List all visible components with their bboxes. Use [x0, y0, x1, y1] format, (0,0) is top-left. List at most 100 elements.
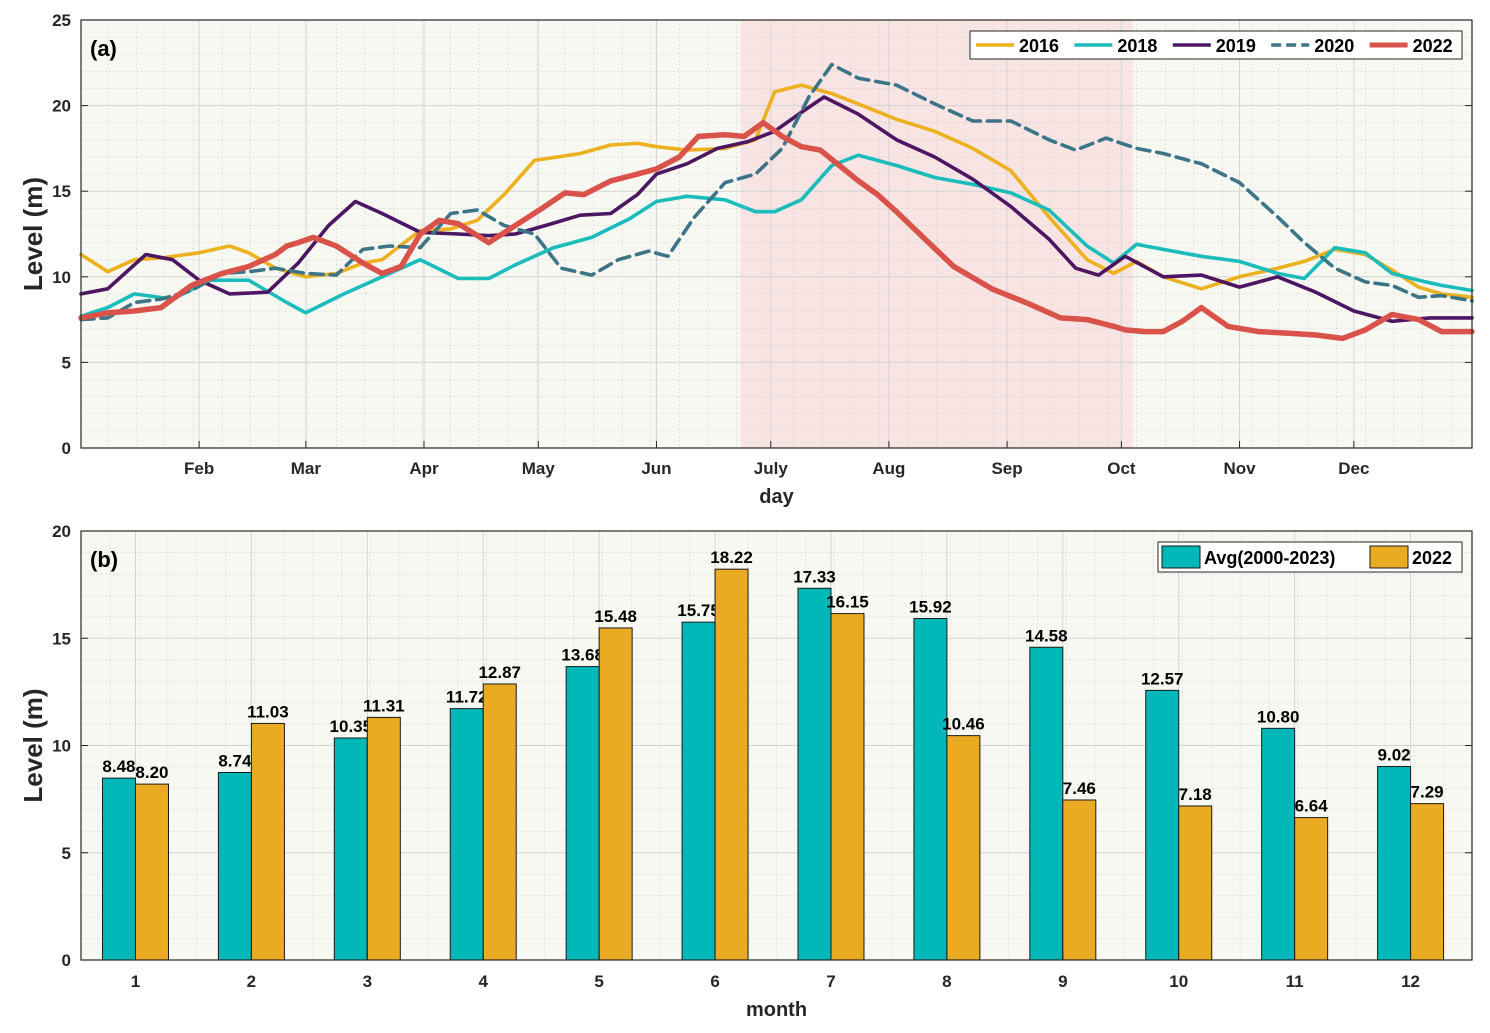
x-tick-label: Oct: [1107, 459, 1136, 478]
bar-label-2022-month-2: 11.03: [247, 702, 289, 721]
bar-label-avg-month-10: 12.57: [1141, 669, 1184, 688]
bar-chart-panel: 8.48 8.7410.3511.7213.6815.7517.3315.9214…: [18, 522, 1473, 1021]
x-tick-label: 8: [942, 972, 951, 991]
bar-2022-month-8: [946, 735, 981, 961]
x-axis-label: month: [746, 999, 807, 1021]
bar-2022-month-2: [250, 722, 285, 961]
axes-frame: [80, 19, 1473, 449]
x-axis-label: day: [759, 486, 794, 508]
bar-label-2022-month-11: 6.64: [1295, 797, 1329, 816]
y-tick-label: 25: [52, 11, 71, 30]
legend-swatch-2022: [1369, 545, 1409, 569]
bar-label-2022-month-8: 10.46: [942, 715, 985, 734]
bar-avg-month-6: [681, 621, 716, 961]
legend-label-avg: Avg(2000-2023): [1204, 548, 1335, 568]
bar-label-avg-month-1: 8.48: [102, 757, 135, 776]
bar-label-2022-month-3: 11.31: [363, 696, 405, 715]
x-tick-label: 3: [363, 972, 372, 991]
y-tick-label: 5: [62, 844, 71, 863]
bar-avg-month-9: [1029, 646, 1064, 961]
bar-avg-month-4: [449, 708, 484, 961]
x-tick-label: Sep: [991, 459, 1022, 478]
bar-avg-month-7: [797, 587, 832, 961]
bar-label-avg-month-5: 13.68: [561, 646, 604, 665]
x-tick-label: 11: [1286, 972, 1304, 991]
bar-label-avg-month-7: 17.33: [793, 567, 836, 586]
legend-label-2019: 2019: [1216, 36, 1256, 56]
bar-avg-month-5: [565, 666, 600, 961]
y-tick-label: 10: [52, 737, 71, 756]
x-tick-label: 2: [247, 972, 256, 991]
bar-label-avg-month-4: 11.72: [446, 688, 488, 707]
x-tick-label: 7: [826, 972, 835, 991]
bar-2022-month-6: [714, 568, 749, 961]
x-tick-label: Nov: [1223, 459, 1256, 478]
x-tick-label: 6: [710, 972, 719, 991]
bar-label-2022-month-1: 8.20: [135, 763, 168, 782]
minor-grid: [81, 20, 1472, 448]
y-tick-label: 15: [52, 182, 71, 201]
x-tick-label: 1: [131, 972, 140, 991]
bar-label-2022-month-9: 7.46: [1063, 779, 1096, 798]
line-chart-panel: 0 5 10 15 20 25 Feb Mar Apr May Jun July Aug Sep Oct No…: [18, 11, 1475, 508]
bar-2022-month-9: [1062, 799, 1097, 961]
bar-label-2022-month-4: 12.87: [478, 663, 521, 682]
x-tick-label: May: [522, 459, 556, 478]
bar-avg-month-10: [1145, 689, 1180, 961]
bar-label-avg-month-2: 8.74: [218, 752, 252, 771]
bar-label-avg-month-12: 9.02: [1378, 746, 1411, 765]
y-tick-label: 5: [62, 353, 71, 372]
panel-label: (a): [90, 36, 117, 61]
x-tick-label: 12: [1401, 972, 1420, 991]
x-tick-label: 4: [478, 972, 488, 991]
bar-avg-month-11: [1261, 727, 1296, 961]
y-tick-label: 15: [52, 629, 71, 648]
x-tick-label: 10: [1169, 972, 1188, 991]
series-line-2022: [78, 119, 1475, 342]
legend-label-2022: 2022: [1412, 548, 1452, 568]
y-tick-label: 10: [52, 268, 71, 287]
legend-label-2020: 2020: [1314, 36, 1354, 56]
bar-label-avg-month-8: 15.92: [909, 598, 952, 617]
y-axis-label: Level (m): [18, 688, 48, 802]
x-tick-label: Aug: [872, 459, 905, 478]
bar-2022-month-1: [134, 783, 169, 961]
y-tick-label: 20: [52, 522, 71, 541]
bar-label-2022-month-5: 15.48: [594, 607, 637, 626]
bar-label-2022-month-7: 16.15: [826, 593, 869, 612]
bar-avg-month-12: [1377, 766, 1412, 961]
bar-2022-month-11: [1294, 817, 1329, 961]
legend: Avg(2000-2023) 2022: [1157, 541, 1463, 573]
bar-2022-month-12: [1410, 803, 1445, 961]
legend: 2016 2018 2019 2020 2022: [969, 30, 1463, 60]
x-tick-label: Dec: [1338, 459, 1369, 478]
legend-label-2022: 2022: [1413, 36, 1453, 56]
legend-box: [1157, 541, 1463, 573]
bar-2022-month-4: [482, 683, 517, 961]
bar-2022-month-3: [366, 716, 401, 961]
bar-avg-month-8: [913, 618, 948, 961]
bar-label-2022-month-6: 18.22: [710, 548, 753, 567]
bar-avg-month-1: [101, 777, 136, 961]
bar-label-2022-month-12: 7.29: [1411, 783, 1444, 802]
x-tick-label: Mar: [291, 459, 322, 478]
bar-avg-month-2: [217, 772, 252, 961]
series-line-2020: [79, 62, 1474, 322]
bar-2022-month-7: [830, 613, 865, 961]
series-line-2019: [79, 95, 1474, 324]
bar-2022-month-10: [1178, 805, 1213, 961]
legend-swatch-avg: [1161, 545, 1201, 569]
x-tick-label: Feb: [184, 459, 214, 478]
bar-label-avg-month-9: 14.58: [1025, 626, 1068, 645]
x-tick-label: Apr: [409, 459, 439, 478]
legend-label-2016: 2016: [1019, 36, 1059, 56]
panel-label: (b): [90, 547, 118, 572]
x-tick-label: 9: [1058, 972, 1067, 991]
bar-avg-month-3: [333, 737, 368, 961]
y-tick-label: 0: [62, 439, 71, 458]
series-line-2018: [79, 153, 1474, 319]
bar-2022-month-5: [598, 627, 633, 961]
y-tick-label: 20: [52, 97, 71, 116]
x-tick-label: July: [754, 459, 789, 478]
